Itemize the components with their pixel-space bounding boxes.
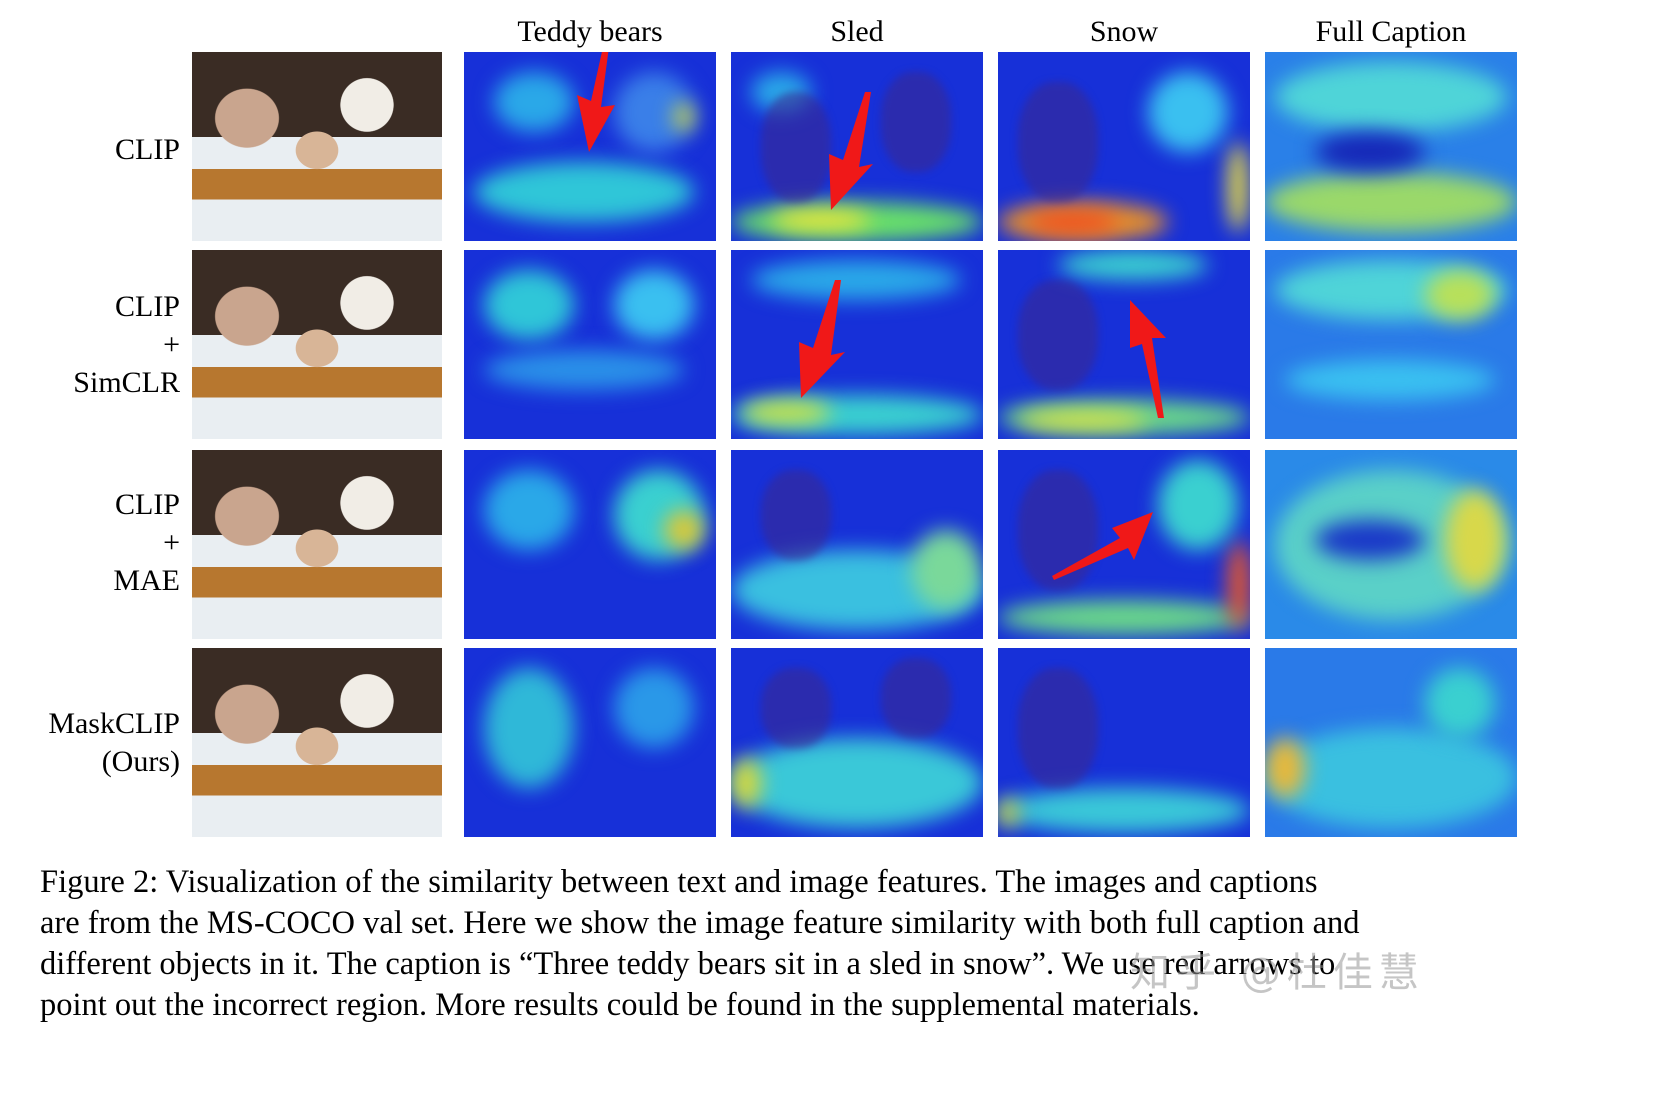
row-label-line: CLIP [114,290,180,323]
heatmap-maskclip-sled [731,648,983,837]
heatmap-mae-sled [731,450,983,639]
red-arrow-icon [799,280,845,398]
caption-line: different objects in it. The caption is … [40,946,1336,982]
row-label-line: MaskCLIP [48,707,180,740]
red-arrow-icon [577,52,615,152]
heatmap-clip-teddy-bears [464,52,716,241]
red-arrow-icon [1130,300,1166,418]
heatmap-simclr-teddy-bears [464,250,716,439]
row-label-clip-simclr: CLIP + SimCLR [0,288,180,402]
column-header-sled: Sled [830,15,884,48]
row-label-line: (Ours) [101,745,180,778]
heatmap-mae-teddy-bears [464,450,716,639]
heatmap-clip-full-caption [1265,52,1517,241]
column-header-full-caption: Full Caption [1315,15,1467,48]
input-photo [192,52,442,241]
column-header-snow: Snow [1089,15,1159,48]
row-label-maskclip: MaskCLIP (Ours) [0,705,180,781]
caption-line: are from the MS-COCO val set. Here we sh… [40,905,1360,941]
heatmap-maskclip-teddy-bears [464,648,716,837]
row-label-line: CLIP [114,133,180,166]
row-label-line: CLIP [114,488,180,521]
row-label-line: MAE [113,564,180,597]
heatmap-simclr-full-caption [1265,250,1517,439]
input-photo [192,648,442,837]
watermark: 知乎 @杜佳慧 [1130,950,1425,996]
row-label-clip-mae: CLIP + MAE [0,486,180,600]
red-arrow-icon [1052,512,1153,580]
heatmap-clip-snow [998,52,1250,241]
red-arrow-icon [829,92,873,210]
caption-line: Figure 2: Visualization of the similarit… [40,864,1318,900]
heatmap-mae-full-caption [1265,450,1517,639]
row-label-clip: CLIP [0,131,180,169]
heatmap-mae-snow [998,450,1250,639]
row-label-line: SimCLR [73,366,180,399]
input-photo [192,250,442,439]
heatmap-maskclip-snow [998,648,1250,837]
figure-caption: Figure 2: Visualization of the similarit… [40,862,1532,1026]
caption-line: point out the incorrect region. More res… [40,987,1200,1023]
heatmap-maskclip-full-caption [1265,648,1517,837]
input-photo [192,450,442,639]
heatmap-simclr-snow [998,250,1250,439]
row-label-line: + [163,328,180,361]
heatmap-simclr-sled [731,250,983,439]
column-header-teddy-bears: Teddy bears [517,15,663,48]
heatmap-clip-sled [731,52,983,241]
row-label-line: + [163,526,180,559]
